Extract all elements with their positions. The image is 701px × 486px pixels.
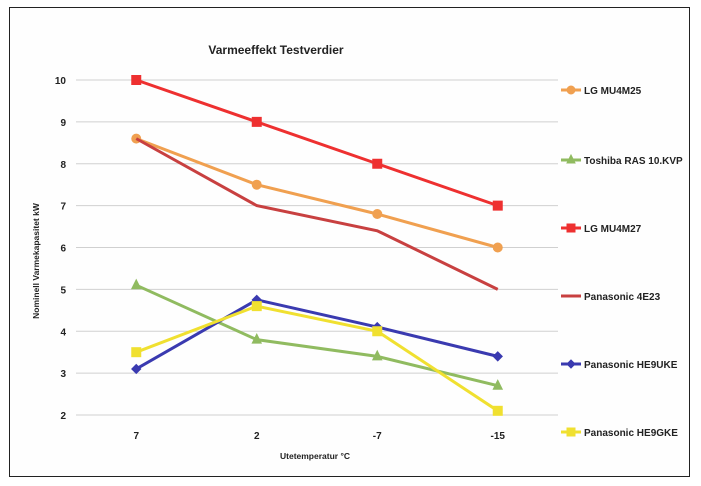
y-tick-labels: 2 3 4 5 6 7 8 9 10 (55, 76, 67, 422)
y-tick-label: 5 (60, 285, 66, 296)
y-tick-label: 8 (60, 160, 66, 171)
legend-label: LG MU4M27 (584, 224, 642, 235)
data-point (130, 278, 142, 290)
data-point (566, 223, 576, 233)
data-point (566, 359, 576, 369)
x-tick-label: 2 (254, 431, 260, 442)
series-lines (130, 75, 504, 416)
series-line (135, 298, 499, 371)
legend-entry: Panasonic HE9GKE (561, 427, 678, 439)
data-point (251, 116, 262, 127)
series-5 (131, 301, 503, 416)
x-tick-labels: 7 2 -7 -15 (133, 431, 505, 442)
legend-entry: LG MU4M25 (561, 85, 642, 97)
legend-label: Toshiba RAS 10.KVP (584, 156, 683, 167)
x-axis-label: Utetemperatur °C (280, 451, 350, 461)
y-axis-label: Nominell Varmekapasitet kW (31, 202, 41, 319)
gridlines (76, 79, 558, 416)
data-point (492, 200, 503, 211)
series-line (135, 283, 499, 388)
x-tick-label: 7 (133, 431, 139, 442)
data-point (131, 363, 142, 375)
data-point (566, 427, 576, 437)
chart-title: Varmeeffekt Testverdier (208, 43, 344, 57)
series-0 (131, 133, 503, 253)
data-point (371, 349, 383, 361)
line-chart: Varmeeffekt Testverdier 2 3 4 5 6 7 8 9 10 7 2 -7 -… (31, 43, 683, 461)
data-point (372, 326, 383, 337)
data-point (251, 301, 262, 312)
data-point (566, 85, 576, 95)
data-point (251, 333, 263, 344)
y-tick-label: 4 (60, 327, 66, 338)
data-point (492, 379, 504, 390)
y-tick-label: 7 (60, 202, 66, 213)
series-line (135, 78, 499, 208)
legend-label: Panasonic 4E23 (584, 292, 661, 303)
legend-label: LG MU4M25 (584, 86, 642, 97)
y-tick-label: 3 (60, 369, 66, 380)
data-point (372, 209, 383, 219)
data-point (492, 405, 503, 416)
y-tick-label: 2 (60, 411, 66, 422)
legend-label: Panasonic HE9UKE (584, 360, 678, 371)
legend-entry: Toshiba RAS 10.KVP (561, 153, 683, 167)
y-tick-label: 6 (60, 244, 66, 255)
legend-entry: LG MU4M27 (561, 223, 642, 235)
series-line (135, 304, 499, 413)
series-line (135, 137, 499, 291)
series-line (135, 137, 499, 249)
data-point (372, 158, 383, 169)
y-tick-label: 10 (55, 76, 67, 87)
x-tick-label: -15 (491, 431, 506, 442)
legend-label: Panasonic HE9GKE (584, 428, 678, 439)
data-point (492, 242, 503, 253)
series-2 (131, 75, 503, 211)
legend: LG MU4M25 Toshiba RAS 10.KVP LG MU4M27 Pana… (561, 85, 683, 439)
data-point (251, 179, 262, 190)
data-point (131, 75, 142, 85)
chart-frame: Varmeeffekt Testverdier 2 3 4 5 6 7 8 9 10 7 2 -7 -… (9, 7, 690, 477)
y-tick-label: 9 (60, 118, 66, 129)
legend-entry: Panasonic HE9UKE (561, 359, 678, 371)
x-tick-label: -7 (373, 431, 382, 442)
data-point (492, 351, 503, 362)
series-3 (135, 137, 499, 291)
data-point (566, 153, 576, 164)
legend-entry: Panasonic 4E23 (561, 292, 661, 303)
data-point (131, 347, 142, 358)
